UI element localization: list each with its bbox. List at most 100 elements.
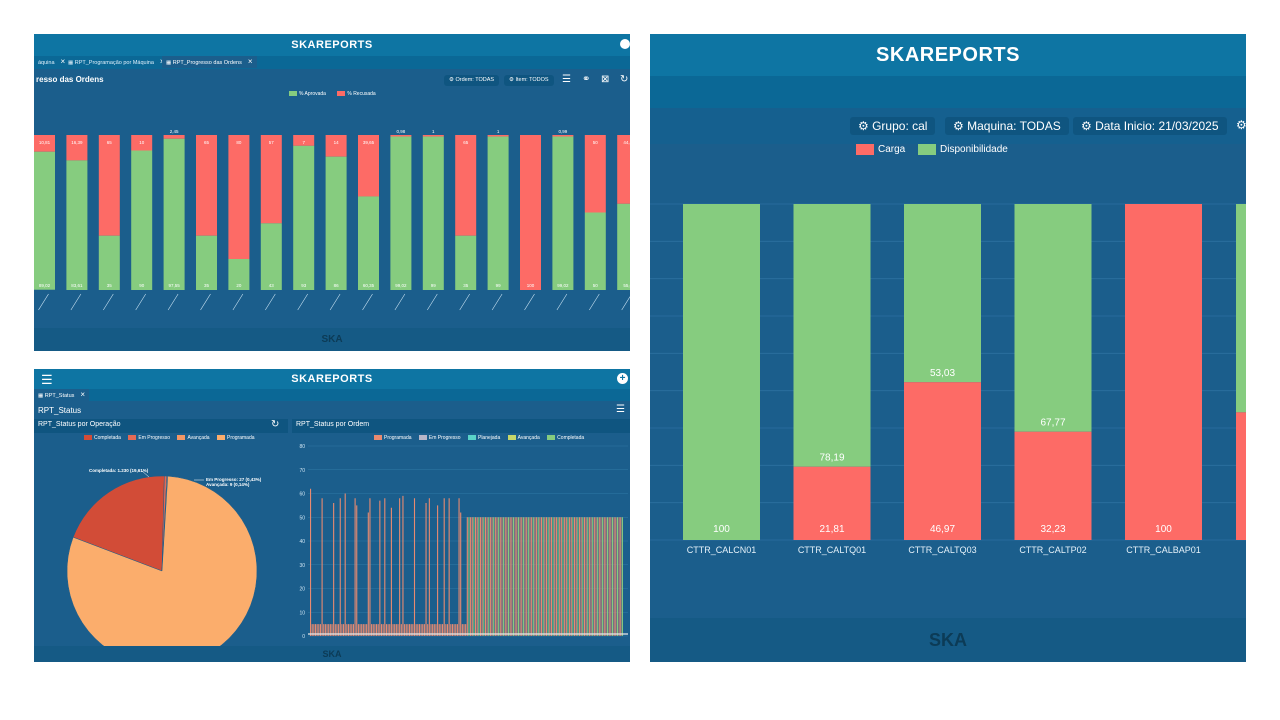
y-tick-label: 0 [302,634,305,640]
load-header-bar: SKAREPORTS [650,34,1246,76]
refresh-icon[interactable]: ↻ [271,419,280,430]
order-bar [506,517,508,636]
order-bar [588,517,590,636]
x-category-label: CTTR_CALTP02 [1019,545,1086,555]
tab-programacao-maquina[interactable]: ▦ RPT_Programação por Máquina× [64,56,169,68]
order-bar [319,624,321,636]
filter-maquina[interactable]: ⚙ Maquina: TODAS [945,117,1069,135]
bar-label-bottom: 90 [139,283,145,288]
link-icon[interactable]: ⚭ [582,74,591,85]
y-tick-label: 10 [299,610,305,616]
order-bar [473,517,475,636]
rejected-bar [422,135,444,137]
x-tick-label [556,293,568,311]
order-bar [532,517,534,636]
bar-label-bottom: 83,61 [71,283,83,288]
close-icon[interactable]: × [60,57,66,66]
carga-value-label: 21,81 [819,524,844,535]
order-bar [496,517,498,636]
close-icon[interactable]: × [247,57,253,66]
order-bar [376,624,378,636]
order-bar [491,517,493,636]
order-bar [461,624,463,636]
order-bar [450,624,452,636]
order-bar [527,517,529,636]
x-tick-label [70,293,82,311]
settings-sliders-icon[interactable]: ☰ [562,74,571,85]
approved-bar [584,212,606,290]
x-tick-label [232,293,244,311]
order-bar [592,517,594,636]
filter-data-inicio[interactable]: ⚙ Data Inicio: 21/03/2025 [1073,117,1227,135]
disponibilidade-bar [904,204,981,383]
order-bar [570,517,572,636]
settings-sliders-icon[interactable]: ☰ [616,404,625,415]
bar-label-bottom: 60,35 [363,283,375,288]
clear-filter-icon[interactable]: ⊠ [601,74,610,85]
order-bar [346,624,348,636]
order-bar [503,517,505,636]
footer-logo: SKA [322,649,342,659]
filter-grupo[interactable]: ⚙ Grupo: cal [850,117,936,135]
order-bar [499,517,501,636]
order-bar [618,517,620,636]
progress-orders-screen: SKAREPORTS áquina × ▦ RPT_Programação por… [34,34,630,351]
order-bar [544,517,546,636]
order-bar [313,624,315,636]
approved-bar [390,136,412,290]
bar-label-top: 16,39 [71,140,83,145]
order-bar [453,624,455,636]
order-bar [521,517,523,636]
order-bar [371,624,373,636]
y-tick-label: 70 [299,468,305,474]
tab-rpt-status[interactable]: ▦ RPT_Status × [34,389,90,401]
order-bar [333,503,335,636]
bar-label-top: 7 [302,140,305,145]
disp-value-label: 78,19 [819,453,844,464]
close-icon[interactable]: × [80,390,86,399]
refresh-icon[interactable]: ↻ [620,74,629,85]
filter-ordem[interactable]: ⚙ Ordem: TODAS [444,75,500,86]
bar-label-bottom: 100 [527,283,535,288]
order-bar [607,517,609,636]
order-bar [349,624,351,636]
pie-callout: Em Progresso: 27 (0,43%) [206,477,262,482]
callout-line [141,470,150,478]
order-bar [475,517,477,636]
order-bar [488,517,490,636]
tab-progresso-ordens[interactable]: ▦ RPT_Progresso das Ordens × [162,56,257,68]
x-tick-label [135,293,146,311]
order-bar [384,498,386,636]
approved-bar [66,160,88,290]
footer-bar: SKA [34,328,630,351]
rejected-bar [617,135,630,204]
x-tick-label [524,293,535,311]
order-bar [529,517,531,636]
add-icon[interactable] [620,39,630,49]
order-bar [339,498,341,636]
order-bar [494,517,496,636]
carga-bar [1125,204,1202,540]
bar-label-bottom: 50 [593,283,599,288]
order-bar [620,517,622,636]
order-bar [356,505,358,636]
filter-item[interactable]: ⚙ Item: TODOS [504,75,554,86]
load-legend: Carga Disponibilidade [856,144,1008,155]
order-bar [427,624,429,636]
status-pie-chart: Completada: 1.230 (19,61%) Em Progresso: … [66,468,262,654]
order-bar [442,624,444,636]
approved-bar [293,145,315,290]
sliders-icon[interactable]: ⚙ [1236,118,1246,132]
bar-label-top: 0,99 [559,129,568,134]
order-bar [405,624,407,636]
bar-label-bottom: 86 [334,283,340,288]
add-icon[interactable]: + [617,373,628,384]
order-bar [545,517,548,636]
y-tick-label: 80 [299,444,305,450]
bar-legend: Programada Em Progresso Planejada Avança… [374,435,584,441]
tab-maquina[interactable]: áquina × [38,57,66,66]
order-bar [397,624,399,636]
hamburger-menu-icon[interactable]: ☰ [41,372,53,387]
bar-label-top: 65 [463,140,469,145]
approved-bar [228,259,250,290]
